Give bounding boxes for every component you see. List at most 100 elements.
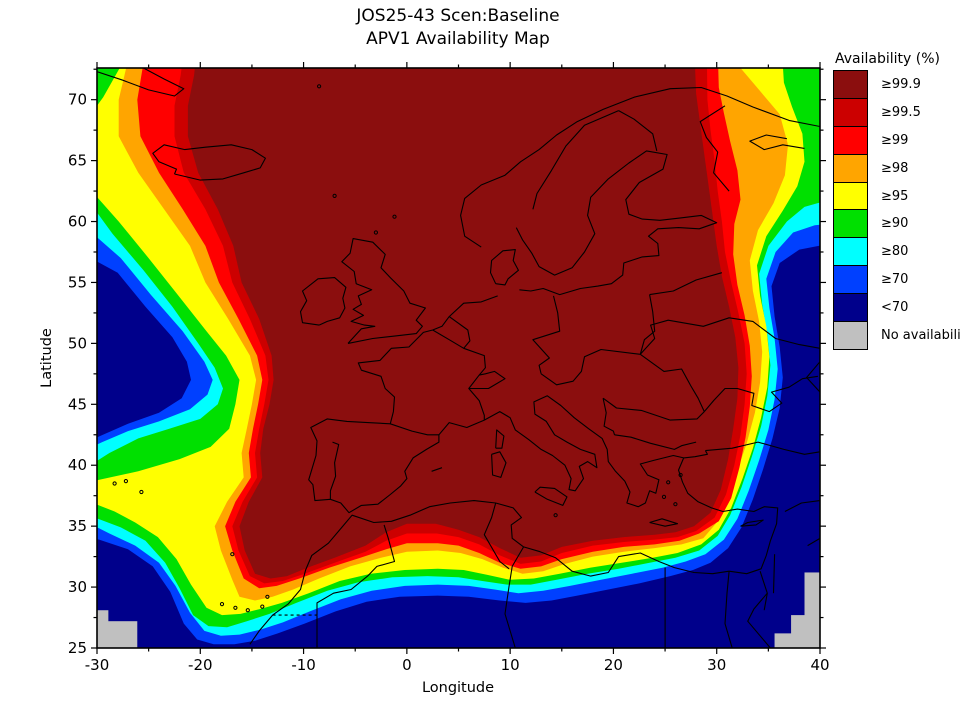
legend-label: ≥99 xyxy=(881,132,909,148)
coastline xyxy=(763,593,768,611)
y-tick-label: 55 xyxy=(68,273,87,291)
coastline xyxy=(749,134,805,151)
y-tick-label: 50 xyxy=(68,334,87,352)
contour-band-7 xyxy=(187,68,739,579)
coastline xyxy=(460,86,820,248)
legend: ≥99.9 ≥99.5 ≥99 ≥98 ≥95 ≥90 ≥80 ≥70 <70 No availa… xyxy=(833,70,960,350)
x-tick-label: 30 xyxy=(707,656,726,674)
coastline xyxy=(602,397,705,421)
legend-swatch xyxy=(833,209,868,239)
coastline xyxy=(784,500,820,512)
legend-label: <70 xyxy=(881,300,909,316)
island-outline xyxy=(245,608,250,613)
x-tick-label: 10 xyxy=(501,656,520,674)
legend-label: ≥70 xyxy=(881,272,909,288)
island-outline xyxy=(666,480,671,485)
y-tick-label: 65 xyxy=(68,152,87,170)
legend-entry-3: ≥98 xyxy=(833,153,960,183)
coastline xyxy=(614,434,697,450)
legend-label: ≥90 xyxy=(881,216,909,232)
island-outline xyxy=(233,605,238,610)
legend-label: ≥80 xyxy=(881,244,909,260)
island-outline xyxy=(260,604,265,609)
x-axis-label: Longitude xyxy=(421,680,495,696)
coastline xyxy=(491,451,507,478)
no-availability-patch xyxy=(774,633,820,648)
coastline xyxy=(639,353,705,412)
legend-swatch xyxy=(833,237,868,267)
legend-entry-2: ≥99 xyxy=(833,125,960,155)
coastline xyxy=(495,429,505,449)
chart-title-line1: JOS25-43 Scen:Baseline xyxy=(356,6,560,26)
no-availability-patch xyxy=(97,621,138,648)
y-tick-label: 45 xyxy=(68,395,87,413)
coastline xyxy=(740,519,764,527)
legend-label: ≥99.5 xyxy=(881,104,921,120)
legend-entry-4: ≥95 xyxy=(833,181,960,211)
coastline xyxy=(468,370,506,390)
legend-entry-8: <70 xyxy=(833,293,960,323)
coastline xyxy=(683,450,708,459)
coastline xyxy=(152,144,266,181)
legend-label: ≥95 xyxy=(881,188,909,204)
coastline xyxy=(540,348,641,386)
coastline xyxy=(390,423,439,436)
legend-swatch xyxy=(833,321,868,350)
legend-title: Availability (%) xyxy=(835,51,940,67)
legend-swatch xyxy=(833,97,868,127)
island-outline xyxy=(317,84,322,89)
legend-swatch xyxy=(833,153,868,183)
coastline xyxy=(316,524,396,616)
coastline xyxy=(699,105,730,192)
island-outline xyxy=(265,594,270,599)
x-tick-label: 20 xyxy=(604,656,623,674)
coastline xyxy=(807,537,820,547)
coastline xyxy=(806,361,820,393)
legend-swatch xyxy=(833,265,868,295)
legend-entry-5: ≥90 xyxy=(833,209,960,239)
coastline xyxy=(448,316,471,349)
y-axis-label: Latitude xyxy=(39,328,55,388)
legend-entry-1: ≥99.5 xyxy=(833,97,960,127)
coastline xyxy=(431,467,443,472)
x-tick-label: -10 xyxy=(291,656,316,674)
coastline xyxy=(703,375,818,413)
y-tick-label: 70 xyxy=(68,91,87,109)
island-outline xyxy=(673,502,678,507)
island-outline xyxy=(139,489,144,495)
y-tick-label: 35 xyxy=(68,517,87,535)
coastline xyxy=(639,317,820,355)
island-outline xyxy=(392,214,397,219)
y-tick-label: 60 xyxy=(68,213,87,231)
x-tick-label: -30 xyxy=(85,656,110,674)
coastline xyxy=(649,272,723,296)
coastline xyxy=(534,486,568,506)
coastline xyxy=(299,277,347,326)
coastline xyxy=(483,502,510,570)
island-outline xyxy=(373,230,378,235)
legend-swatch xyxy=(833,70,868,99)
island-outline xyxy=(219,602,225,607)
coastline xyxy=(532,295,561,374)
coastline xyxy=(602,398,616,435)
legend-swatch xyxy=(833,293,868,323)
coastline xyxy=(772,554,776,594)
coastline xyxy=(432,329,486,421)
y-tick-label: 30 xyxy=(68,578,87,596)
island-outline xyxy=(230,552,235,557)
chart-title-line2: APV1 Availability Map xyxy=(366,29,550,49)
island-outline xyxy=(332,193,337,198)
legend-entry-9: No availability xyxy=(833,321,960,350)
coastline xyxy=(515,150,718,296)
coastline xyxy=(618,110,658,152)
coastline xyxy=(705,441,820,455)
coastline xyxy=(639,294,656,355)
legend-entry-7: ≥70 xyxy=(833,265,960,295)
legend-label: ≥98 xyxy=(881,160,909,176)
legend-swatch xyxy=(833,181,868,211)
legend-entry-0: ≥99.9 xyxy=(833,70,960,99)
coastline xyxy=(649,518,679,527)
legend-swatch xyxy=(833,125,868,155)
